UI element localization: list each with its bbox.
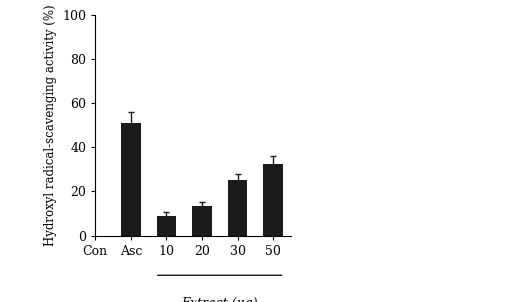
Bar: [227, 181, 247, 236]
Y-axis label: Hydroxyl radical-scavenging activity (%): Hydroxyl radical-scavenging activity (%): [43, 5, 57, 246]
Bar: [157, 216, 176, 236]
Text: Extract (μg): Extract (μg): [181, 297, 258, 302]
Bar: [192, 206, 212, 236]
Bar: [263, 164, 283, 236]
Bar: [121, 123, 141, 236]
